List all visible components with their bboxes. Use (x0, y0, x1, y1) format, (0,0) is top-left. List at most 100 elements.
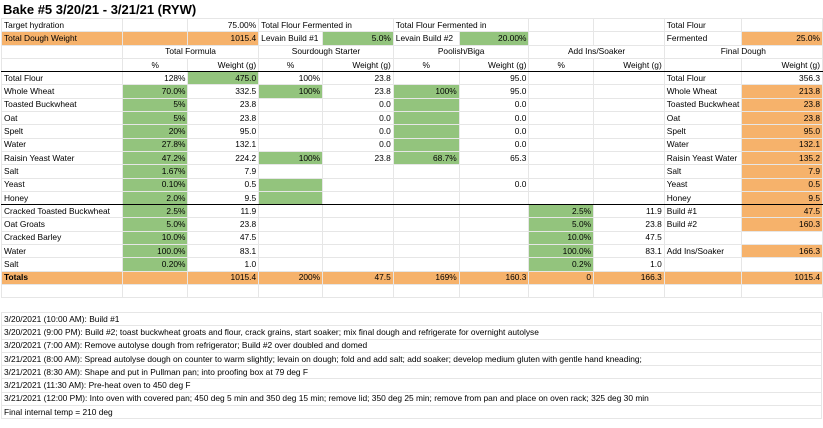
final-dough-weight[interactable]: 213.8 (741, 84, 823, 99)
total-formula-pct[interactable]: 70.0% (121, 84, 189, 99)
poolish-weight[interactable]: 0.0 (458, 137, 530, 152)
total-formula-weight[interactable]: 132.1 (187, 137, 260, 152)
note-text[interactable]: 3/21/2021 (11:30 AM): Pre-heat oven to 4… (1, 378, 822, 393)
final-dough-name[interactable]: Total Flour (663, 71, 743, 86)
sourdough-pct[interactable] (258, 217, 324, 232)
sourdough-pct[interactable] (258, 204, 324, 219)
final-dough-name[interactable] (663, 230, 743, 246)
weight-unit[interactable]: Weight (g) (322, 57, 394, 73)
soaker-weight[interactable]: 83.1 (593, 244, 665, 259)
ingredient-name[interactable]: Honey (1, 190, 123, 206)
total-dough-weight-label[interactable]: Total Dough Weight (1, 31, 123, 46)
ingredient-name[interactable]: Oat (1, 111, 123, 126)
poolish-weight[interactable]: 0.0 (458, 97, 530, 113)
blank-cell[interactable] (1, 283, 123, 299)
poolish-weight[interactable] (458, 190, 530, 206)
total-formula-weight[interactable]: 9.5 (187, 190, 260, 206)
pct-unit[interactable]: % (528, 57, 595, 73)
totals-poolish-weight[interactable]: 160.3 (458, 270, 530, 285)
final-dough-name[interactable]: Toasted Buckwheat (663, 97, 743, 113)
total-flour-label[interactable]: Total Flour (663, 17, 743, 33)
total-formula-pct[interactable]: 100.0% (121, 244, 189, 259)
sourdough-weight[interactable] (322, 257, 394, 272)
final-dough-weight[interactable]: 132.1 (741, 137, 823, 152)
poolish-pct[interactable] (392, 164, 460, 179)
sourdough-pct[interactable] (258, 111, 324, 126)
poolish-pct[interactable]: 68.7% (392, 150, 460, 166)
ingredient-name[interactable]: Spelt (1, 124, 123, 139)
sourdough-weight[interactable]: 23.8 (322, 84, 394, 99)
total-formula-weight[interactable]: 23.8 (187, 111, 260, 126)
sourdough-pct[interactable] (258, 164, 324, 179)
soaker-weight[interactable] (593, 97, 665, 113)
levain2-value[interactable]: 20.00% (458, 31, 530, 46)
final-dough-name[interactable]: Whole Wheat (663, 84, 743, 99)
levain2-label[interactable]: Levain Build #2 (392, 31, 460, 46)
weight-unit[interactable]: Weight (g) (741, 57, 823, 73)
final-dough-name[interactable]: Add Ins/Soaker (663, 244, 743, 259)
final-dough-weight[interactable]: 47.5 (741, 204, 823, 219)
final-dough-weight[interactable] (741, 257, 823, 272)
blank-cell[interactable] (593, 283, 665, 299)
target-hydration-label[interactable]: Target hydration (1, 17, 123, 33)
poolish-weight[interactable] (458, 257, 530, 272)
poolish-pct[interactable] (392, 137, 460, 152)
levain1-value[interactable]: 5.0% (322, 31, 394, 46)
total-formula-weight[interactable]: 47.5 (187, 230, 260, 246)
soaker-weight[interactable] (593, 177, 665, 192)
sourdough-weight[interactable]: 23.8 (322, 71, 394, 86)
total-formula-weight[interactable]: 475.0 (187, 71, 260, 86)
final-dough-weight[interactable]: 23.8 (741, 111, 823, 126)
poolish-pct[interactable] (392, 111, 460, 126)
totals-soaker-weight[interactable]: 166.3 (593, 270, 665, 285)
total-formula-weight[interactable]: 11.9 (187, 204, 260, 219)
sourdough-weight[interactable] (322, 190, 394, 206)
final-dough-name[interactable]: Honey (663, 190, 743, 206)
soaker-pct[interactable]: 100.0% (528, 244, 595, 259)
final-dough-name[interactable]: Salt (663, 164, 743, 179)
final-dough-weight[interactable]: 9.5 (741, 190, 823, 206)
sourdough-weight[interactable] (322, 217, 394, 232)
sourdough-weight[interactable]: 0.0 (322, 97, 394, 113)
poolish-weight[interactable] (458, 204, 530, 219)
total-formula-pct[interactable]: 27.8% (121, 137, 189, 152)
final-dough-header[interactable]: Final Dough (663, 44, 823, 59)
soaker-pct[interactable] (528, 164, 595, 179)
total-formula-pct[interactable]: 20% (121, 124, 189, 139)
ingredient-name[interactable]: Whole Wheat (1, 84, 123, 99)
blank-cell[interactable] (187, 283, 260, 299)
ingredient-name[interactable]: Water (1, 137, 123, 152)
blank-cell[interactable] (528, 283, 595, 299)
poolish-pct[interactable] (392, 71, 460, 86)
final-dough-name[interactable]: Spelt (663, 124, 743, 139)
soaker-pct[interactable]: 0.2% (528, 257, 595, 272)
total-formula-pct[interactable]: 10.0% (121, 230, 189, 246)
target-hydration-value[interactable]: 75.00% (187, 17, 260, 33)
levain1-label[interactable]: Levain Build #1 (258, 31, 324, 46)
soaker-pct[interactable] (528, 97, 595, 113)
sourdough-weight[interactable] (322, 177, 394, 192)
add-ins-soaker-header[interactable]: Add Ins/Soaker (528, 44, 665, 59)
blank-cell[interactable] (258, 283, 324, 299)
poolish-pct[interactable] (392, 217, 460, 232)
total-formula-weight[interactable]: 1.0 (187, 257, 260, 272)
sourdough-pct[interactable] (258, 137, 324, 152)
total-formula-pct[interactable]: 128% (121, 71, 189, 86)
sourdough-weight[interactable]: 0.0 (322, 111, 394, 126)
final-dough-weight[interactable]: 356.3 (741, 71, 823, 86)
poolish-weight[interactable]: 0.0 (458, 124, 530, 139)
sourdough-pct[interactable] (258, 124, 324, 139)
soaker-pct[interactable] (528, 124, 595, 139)
soaker-pct[interactable]: 5.0% (528, 217, 595, 232)
soaker-weight[interactable] (593, 71, 665, 86)
soaker-pct[interactable] (528, 177, 595, 192)
blank-cell[interactable] (392, 283, 460, 299)
poolish-weight[interactable]: 95.0 (458, 84, 530, 99)
soaker-weight[interactable] (593, 111, 665, 126)
soaker-weight[interactable] (593, 190, 665, 206)
soaker-pct[interactable] (528, 190, 595, 206)
final-dough-name[interactable]: Raisin Yeast Water (663, 150, 743, 166)
totals-final-weight[interactable]: 1015.4 (741, 270, 823, 285)
sourdough-weight[interactable]: 23.8 (322, 150, 394, 166)
totals-soaker-pct[interactable]: 0 (528, 270, 595, 285)
